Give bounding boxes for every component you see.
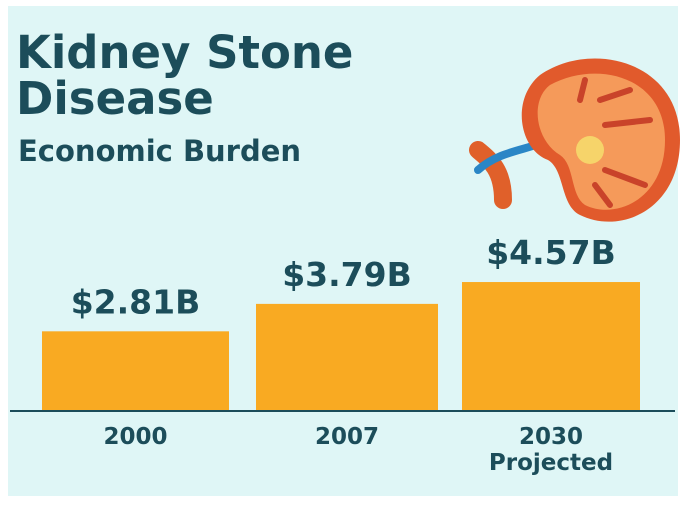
chart-subtitle: Economic Burden [18, 134, 302, 168]
x-tick-label: 2007 [314, 424, 379, 450]
value-label: $3.79B [282, 255, 412, 294]
value-label: $4.57B [486, 233, 616, 272]
bar [256, 303, 438, 410]
x-tick-label: 2030 Projected [488, 424, 614, 476]
kidney-icon [469, 58, 680, 222]
chart-title: Kidney Stone Disease [16, 26, 354, 125]
value-label: $2.81B [71, 282, 201, 321]
x-tick-label: 2000 [103, 424, 168, 450]
bar [462, 282, 640, 410]
bar [42, 331, 229, 410]
